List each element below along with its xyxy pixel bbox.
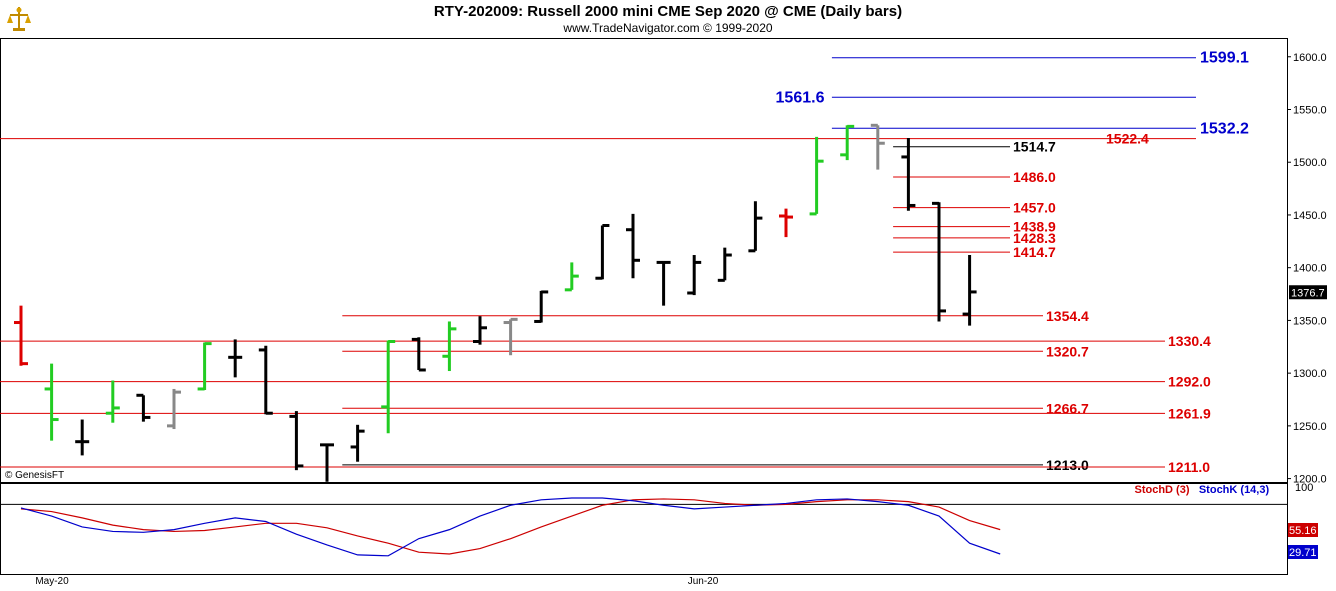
stochastic-legend-label: StochK (14,3) bbox=[1199, 484, 1270, 496]
y-tick-label: 1200.0 bbox=[1293, 474, 1327, 486]
ohlc-bar bbox=[503, 317, 518, 356]
ohlc-bar bbox=[901, 137, 916, 211]
ohlc-bar bbox=[350, 424, 365, 462]
ohlc-bar bbox=[44, 363, 59, 441]
level-label: 1599.1 bbox=[1200, 50, 1249, 67]
ohlc-bar bbox=[840, 124, 855, 161]
stochastic-tick-label: 100 bbox=[1295, 482, 1313, 494]
y-tick-label: 1400.0 bbox=[1293, 263, 1327, 275]
y-tick-label: 1350.0 bbox=[1293, 315, 1327, 327]
ohlc-bar bbox=[809, 136, 824, 216]
ohlc-bar bbox=[197, 342, 212, 391]
ohlc-bar bbox=[748, 201, 763, 253]
stochastic-series-line bbox=[20, 497, 1001, 557]
level-label: 1457.0 bbox=[1013, 200, 1056, 216]
ohlc-bar bbox=[626, 213, 640, 279]
y-tick-label: 1450.0 bbox=[1293, 210, 1327, 222]
ohlc-bar bbox=[381, 340, 396, 434]
y-tick-label: 1600.0 bbox=[1293, 52, 1327, 64]
level-label: 1261.9 bbox=[1168, 405, 1211, 421]
y-tick-label: 1500.0 bbox=[1293, 157, 1327, 169]
stochastic-legend-label: StochD (3) bbox=[1135, 484, 1190, 496]
stochastic-last-label: 29.71 bbox=[1289, 547, 1317, 559]
ohlc-bar bbox=[136, 393, 151, 422]
last-price-label: 1376.7 bbox=[1291, 287, 1325, 299]
stochastic-panel-border bbox=[0, 483, 1288, 575]
ohlc-bar bbox=[14, 305, 28, 366]
level-label: 1522.4 bbox=[1106, 131, 1149, 147]
ohlc-bar bbox=[564, 262, 579, 292]
level-label: 1330.4 bbox=[1168, 333, 1211, 349]
ohlc-bar bbox=[717, 247, 732, 282]
trade-navigator-logo-icon bbox=[4, 4, 34, 34]
chart-header: RTY-202009: Russell 2000 mini CME Sep 20… bbox=[0, 0, 1336, 38]
x-tick-label: Jun-20 bbox=[688, 576, 719, 587]
ohlc-bar bbox=[534, 290, 549, 323]
level-label: 1414.7 bbox=[1013, 244, 1056, 260]
level-label: 1532.2 bbox=[1200, 120, 1249, 137]
ohlc-bar bbox=[289, 411, 304, 471]
ohlc-bar bbox=[411, 337, 426, 372]
ohlc-bar bbox=[228, 339, 243, 378]
y-tick-label: 1250.0 bbox=[1293, 421, 1327, 433]
level-label: 1561.6 bbox=[776, 89, 825, 106]
level-lines: 1599.1 1561.6 1532.2 1522.4 1514.7 1486.0 1457… bbox=[0, 50, 1249, 475]
x-tick-label: May-20 bbox=[35, 576, 69, 587]
level-label: 1320.7 bbox=[1046, 343, 1089, 359]
ohlc-bar bbox=[656, 260, 671, 306]
ohlc-bar bbox=[870, 123, 885, 170]
ohlc-bar bbox=[779, 208, 793, 238]
ohlc-bar bbox=[167, 388, 181, 430]
ohlc-bar bbox=[932, 201, 946, 322]
ohlc-bar bbox=[258, 345, 273, 415]
ohlc-bar bbox=[687, 255, 702, 296]
price-bars bbox=[14, 123, 977, 482]
ohlc-bar bbox=[320, 443, 334, 482]
ohlc-bar bbox=[105, 380, 120, 423]
level-label: 1428.3 bbox=[1013, 230, 1056, 246]
stochastic-panel: 100 StochD (3) 55.16 StochK (14,3) 29.71 bbox=[0, 482, 1318, 559]
genesis-credit: © GenesisFT bbox=[5, 470, 64, 481]
level-label: 1211.0 bbox=[1168, 459, 1210, 475]
ohlc-bar bbox=[473, 316, 487, 345]
chart-frame bbox=[0, 38, 1288, 575]
level-label: 1266.7 bbox=[1046, 400, 1089, 416]
stochastic-last-label: 55.16 bbox=[1289, 525, 1317, 537]
ohlc-bar bbox=[962, 255, 977, 326]
price-panel-border bbox=[0, 38, 1288, 483]
stochastic-series-line bbox=[20, 498, 1001, 555]
level-label: 1438.9 bbox=[1013, 219, 1056, 235]
level-label: 1514.7 bbox=[1013, 139, 1056, 155]
last-price-marker bbox=[1289, 285, 1327, 300]
level-label: 1354.4 bbox=[1046, 308, 1089, 324]
y-tick-label: 1300.0 bbox=[1293, 368, 1327, 380]
ohlc-bar bbox=[595, 223, 610, 280]
level-label: 1292.0 bbox=[1168, 374, 1211, 390]
ohlc-bar bbox=[442, 321, 457, 372]
chart-subtitle: www.TradeNavigator.com © 1999-2020 bbox=[563, 21, 773, 35]
price-axis: 1200.0 1250.0 1300.0 1350.0 1400.0 1450.0 1500… bbox=[35, 52, 1327, 587]
stochastic-last-marker bbox=[1288, 545, 1318, 559]
level-label: 1486.0 bbox=[1013, 169, 1056, 185]
chart-title: RTY-202009: Russell 2000 mini CME Sep 20… bbox=[433, 3, 903, 20]
ohlc-bar bbox=[75, 419, 90, 456]
stochastic-last-marker bbox=[1288, 523, 1318, 537]
level-label: 1213.0 bbox=[1046, 457, 1089, 473]
y-tick-label: 1550.0 bbox=[1293, 104, 1327, 116]
